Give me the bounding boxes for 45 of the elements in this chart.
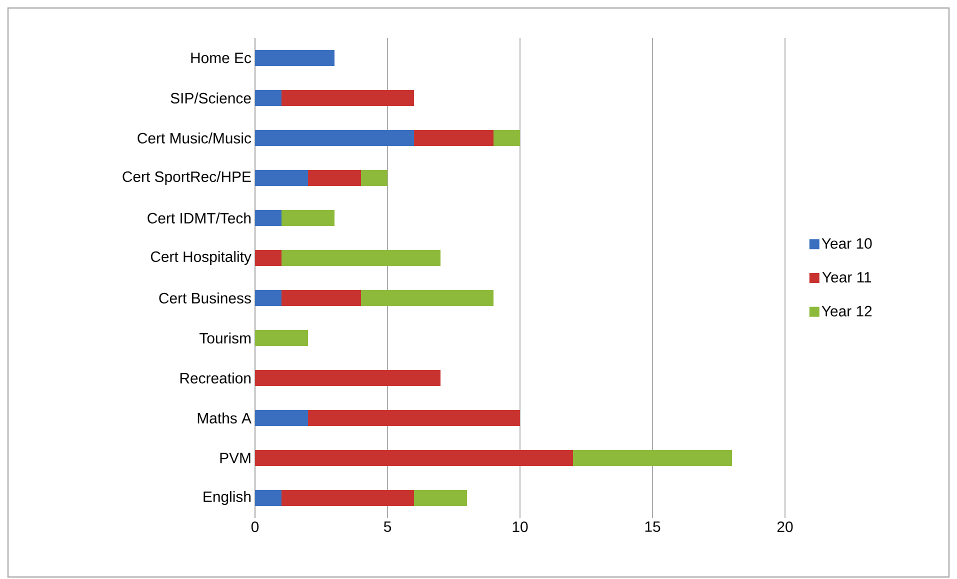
- bar: [255, 90, 282, 106]
- legend-label: Year 12: [822, 306, 872, 316]
- x-tick-label: 20: [777, 522, 793, 532]
- y-tick-label: SIP/Science: [170, 92, 251, 104]
- bar: [282, 290, 362, 306]
- y-tick-label: Tourism: [200, 332, 250, 344]
- x-tick-label: 5: [384, 522, 392, 532]
- bar: [282, 210, 335, 226]
- bar: [308, 410, 520, 426]
- y-tick-label: Cert Hospitality: [150, 251, 252, 265]
- bar: [255, 370, 441, 386]
- y-tick-label: Cert Music/Music: [138, 132, 252, 144]
- y-tick-label: Maths A: [198, 412, 252, 424]
- x-tick-label: 10: [512, 522, 528, 532]
- bar: [255, 210, 282, 226]
- bar: [255, 410, 308, 426]
- bar: [282, 250, 441, 266]
- bar: [255, 330, 308, 346]
- bar: [255, 50, 335, 66]
- legend-label: Year 11: [822, 272, 872, 283]
- bar: [255, 450, 574, 466]
- bar: [308, 170, 362, 186]
- bar: [255, 290, 282, 306]
- bar: [255, 250, 282, 266]
- bar: [361, 170, 388, 186]
- x-tick-label: 15: [645, 522, 660, 532]
- bar: [573, 450, 732, 466]
- y-tick-label: Recreation: [180, 372, 251, 384]
- bar: [255, 130, 414, 146]
- y-tick-label: English: [204, 491, 251, 505]
- y-tick-label: Cert Business: [159, 292, 251, 304]
- bar: [282, 90, 414, 106]
- bar: [255, 490, 282, 506]
- y-tick-label: Home Ec: [191, 52, 252, 64]
- bar: [255, 170, 308, 186]
- legend-label: Year 10: [822, 238, 872, 249]
- bar: [494, 130, 520, 146]
- bar: [361, 290, 494, 306]
- x-tick-label: 0: [251, 522, 259, 532]
- bar: [282, 490, 414, 506]
- y-tick-label: PVM: [220, 452, 250, 464]
- y-tick-label: Cert IDMT/Tech: [148, 212, 251, 224]
- bar: [414, 130, 494, 146]
- y-tick-label: Cert SportRec/HPE: [122, 171, 251, 185]
- bar: [414, 490, 468, 506]
